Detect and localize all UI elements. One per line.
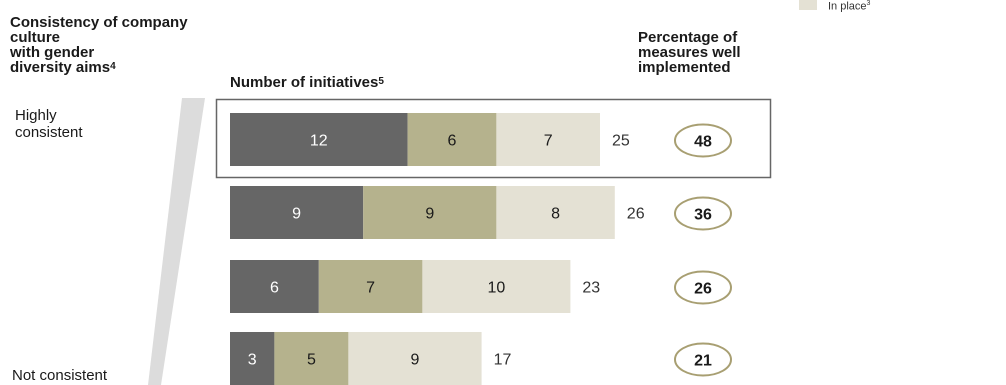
bar-segment-row-2-series-1 xyxy=(230,186,364,239)
bar-total-label-row-4: 17 xyxy=(494,352,512,369)
initiatives-header-text: Number of initiatives xyxy=(230,74,379,91)
percentage-header-line-2: measures well xyxy=(638,44,741,61)
culture-header-line-2: culture xyxy=(10,29,61,46)
bar-segment-row-1-series-1 xyxy=(230,113,408,166)
bar-segment-row-3-series-3 xyxy=(422,260,571,313)
bar-total-label-row-3: 23 xyxy=(582,280,600,297)
culture-footnote-mark: 4 xyxy=(110,61,116,72)
scale-label-bottom: Not consistent xyxy=(12,367,108,384)
bar-segment-row-4-series-3 xyxy=(348,332,482,385)
scale-label-top-line-2: consistent xyxy=(15,124,83,141)
culture-header-line-3: with gender xyxy=(10,44,95,61)
initiatives-footnote-mark: 5 xyxy=(378,76,384,87)
percentage-circle-row-1 xyxy=(674,123,732,158)
bar-value-label-row-1-series-2: 6 xyxy=(448,133,457,150)
percentage-header: Percentage of measures well implemented xyxy=(638,30,741,75)
percentage-circles-group: 48 36 26 21 xyxy=(674,123,732,377)
percentage-circle-row-3 xyxy=(674,270,732,305)
initiatives-header: Number of initiatives5 xyxy=(230,75,384,90)
legend-swatch-in-place xyxy=(799,0,817,10)
percentage-value-row-4: 21 xyxy=(694,353,712,370)
bar-value-label-row-2-series-1: 9 xyxy=(292,206,301,223)
percentage-header-line-1: Percentage of xyxy=(638,29,738,46)
bar-segment-row-4-series-2 xyxy=(274,332,349,385)
culture-header: Consistency of company culture with gend… xyxy=(10,15,270,75)
bar-value-label-row-1-series-1: 12 xyxy=(310,133,328,150)
bar-value-label-row-3-series-3: 10 xyxy=(488,280,506,297)
bars-group: 12 6 7 9 9 8 6 7 10 3 5 9 xyxy=(230,113,615,385)
bar-segment-row-1-series-3 xyxy=(496,113,600,166)
percentage-value-row-3: 26 xyxy=(694,281,712,298)
highlight-box xyxy=(215,98,772,179)
bar-value-label-row-2-series-2: 9 xyxy=(425,206,434,223)
bar-segment-row-3-series-1 xyxy=(230,260,319,313)
bar-segment-row-1-series-2 xyxy=(407,113,497,166)
bar-segment-row-2-series-2 xyxy=(363,186,497,239)
bar-value-label-row-1-series-3: 7 xyxy=(544,133,553,150)
legend-footnote-mark: 3 xyxy=(866,0,871,7)
percentage-value-row-1: 48 xyxy=(694,134,712,151)
percentage-circle-row-4 xyxy=(674,342,732,377)
bar-value-label-row-3-series-1: 6 xyxy=(270,280,279,297)
culture-header-line-4: diversity aims4 xyxy=(10,59,116,76)
bar-value-label-row-4-series-2: 5 xyxy=(307,352,316,369)
bar-value-label-row-2-series-3: 8 xyxy=(551,206,560,223)
bar-total-label-row-2: 26 xyxy=(627,206,645,223)
bar-value-label-row-4-series-1: 3 xyxy=(248,352,257,369)
bar-value-label-row-4-series-3: 9 xyxy=(411,352,420,369)
percentage-circle-row-2 xyxy=(674,196,732,231)
totals-group: 25 26 23 17 xyxy=(494,133,645,369)
bar-value-label-row-3-series-2: 7 xyxy=(366,280,375,297)
culture-header-line-1: Consistency of company xyxy=(10,14,188,31)
consistency-scale-wedge xyxy=(148,98,205,385)
bar-segment-row-4-series-1 xyxy=(230,332,275,385)
percentage-header-line-3: implemented xyxy=(638,59,731,76)
bar-segment-row-3-series-2 xyxy=(318,260,423,313)
legend-label-in-place: In place3 xyxy=(828,0,870,14)
bar-total-label-row-1: 25 xyxy=(612,133,630,150)
scale-label-top-line-1: Highly xyxy=(15,107,57,124)
legend-label-text: In place xyxy=(828,0,867,13)
scale-label-top: Highly consistent xyxy=(15,107,83,141)
bar-segment-row-2-series-3 xyxy=(496,186,615,239)
percentage-value-row-2: 36 xyxy=(694,207,712,224)
